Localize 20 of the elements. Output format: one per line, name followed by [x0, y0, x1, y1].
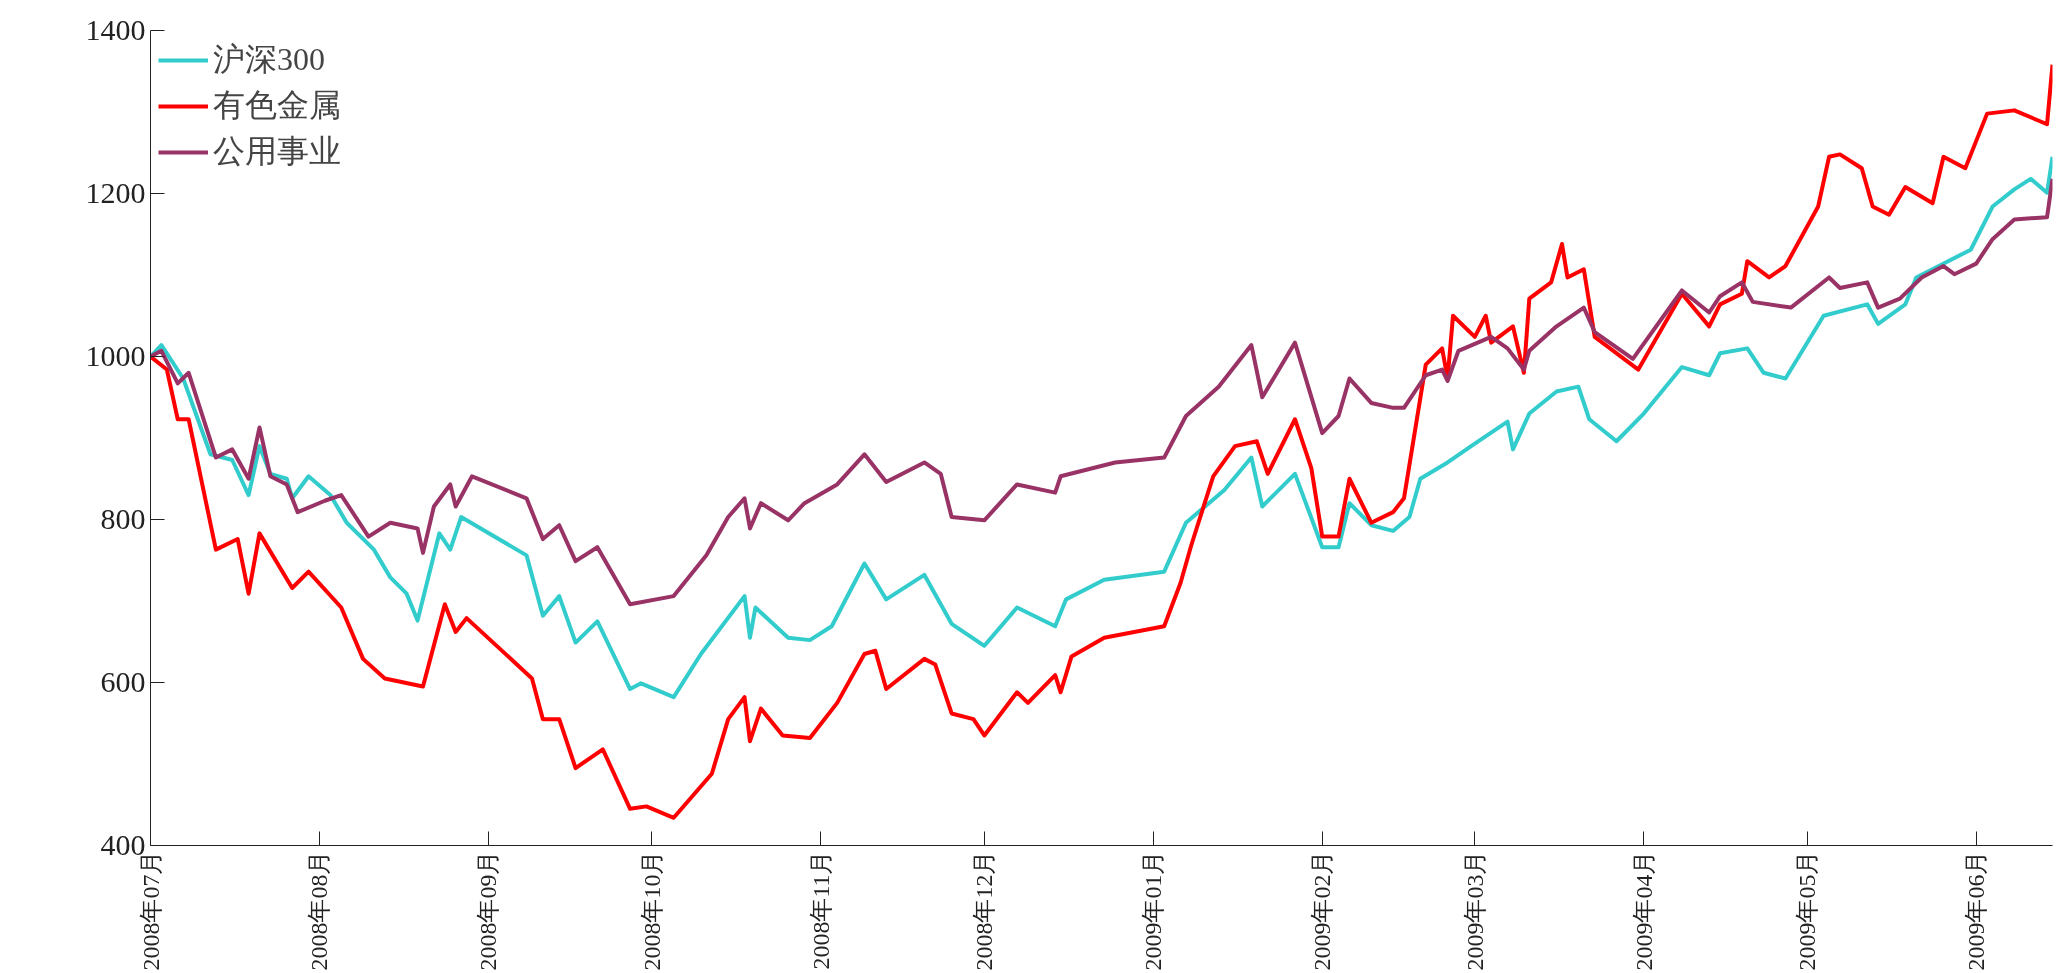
x-tick-label: 2009年06月	[1963, 850, 1990, 971]
x-tick-label: 2008年12月	[971, 850, 998, 971]
x-tick-label: 2009年04月	[1630, 850, 1657, 971]
x-tick-label: 2009年02月	[1309, 850, 1336, 971]
x-tick-label: 2009年01月	[1140, 850, 1167, 971]
x-tick-label: 2008年10月	[638, 850, 665, 971]
legend-label: 有色金属	[213, 86, 341, 125]
y-tick-label: 1000	[85, 339, 146, 372]
y-tick-label: 800	[100, 502, 146, 535]
y-tick-label: 1200	[85, 176, 146, 209]
y-tick-label: 600	[100, 665, 146, 698]
legend-label: 公用事业	[213, 132, 341, 171]
x-tick-label: 2008年09月	[475, 850, 502, 971]
x-tick-label: 2008年08月	[306, 850, 333, 971]
x-tick-label: 2009年03月	[1461, 850, 1488, 971]
x-tick-label: 2008年11月	[807, 850, 834, 970]
y-tick-label: 1400	[85, 13, 146, 46]
x-tick-label: 2009年05月	[1794, 850, 1821, 971]
legend-label: 沪深300	[213, 40, 325, 79]
line-series	[150, 176, 2053, 607]
